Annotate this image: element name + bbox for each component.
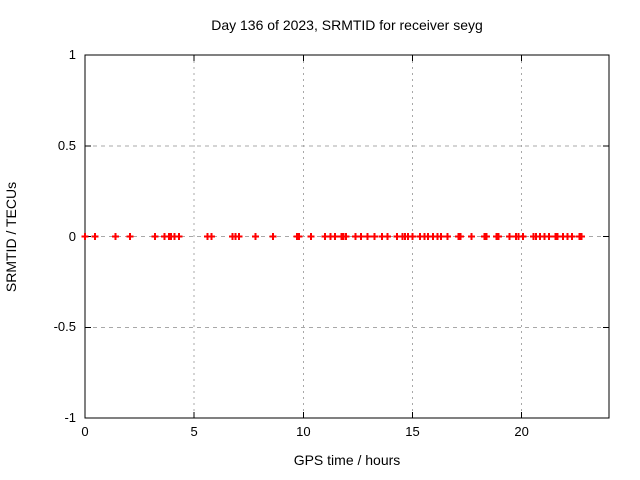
y-tick-label: 0.5: [57, 137, 76, 153]
data-point-marker: [91, 233, 99, 240]
data-point-marker: [383, 233, 391, 240]
x-tick-label: 5: [190, 424, 198, 439]
data-point-marker: [208, 233, 216, 240]
y-axis-label: SRMTID / TECUs: [3, 181, 19, 293]
data-point-marker: [545, 233, 553, 240]
data-point-marker: [437, 233, 445, 240]
data-point-marker: [235, 233, 243, 240]
data-point-marker: [578, 233, 586, 240]
x-tick-label: 0: [81, 424, 89, 439]
data-point-marker: [307, 233, 315, 240]
data-point-marker: [457, 233, 465, 240]
data-point-marker: [506, 233, 514, 240]
data-point-marker: [175, 233, 183, 240]
y-tick-label: -0.5: [53, 319, 76, 335]
data-point-marker: [81, 233, 89, 240]
x-tick-label: 20: [514, 424, 529, 439]
data-point-marker: [126, 233, 134, 240]
data-point-marker: [370, 233, 378, 240]
data-point-marker: [568, 233, 576, 240]
chart-title: Day 136 of 2023, SRMTID for receiver sey…: [211, 17, 483, 33]
data-point-marker: [112, 233, 120, 240]
data-point-marker: [443, 233, 451, 240]
data-point-marker: [495, 233, 503, 240]
data-point-marker: [331, 233, 339, 240]
data-point-marker: [409, 233, 416, 240]
x-tick-label: 15: [405, 424, 420, 439]
data-point-marker: [251, 233, 259, 240]
x-tick-label: 10: [296, 424, 311, 439]
data-point-marker: [357, 233, 365, 240]
data-point-marker: [364, 233, 372, 240]
data-point-marker: [519, 233, 527, 240]
data-point-marker: [342, 233, 350, 240]
x-axis-label: GPS time / hours: [293, 452, 401, 468]
data-point-marker: [467, 233, 475, 240]
y-tick-label: 0: [68, 228, 76, 244]
y-tick-label: -1: [64, 410, 76, 425]
data-point-marker: [269, 233, 277, 240]
y-tick-label: 1: [68, 47, 76, 62]
data-point-marker: [295, 233, 303, 240]
data-point-marker: [483, 233, 491, 240]
data-point-marker: [151, 233, 159, 240]
